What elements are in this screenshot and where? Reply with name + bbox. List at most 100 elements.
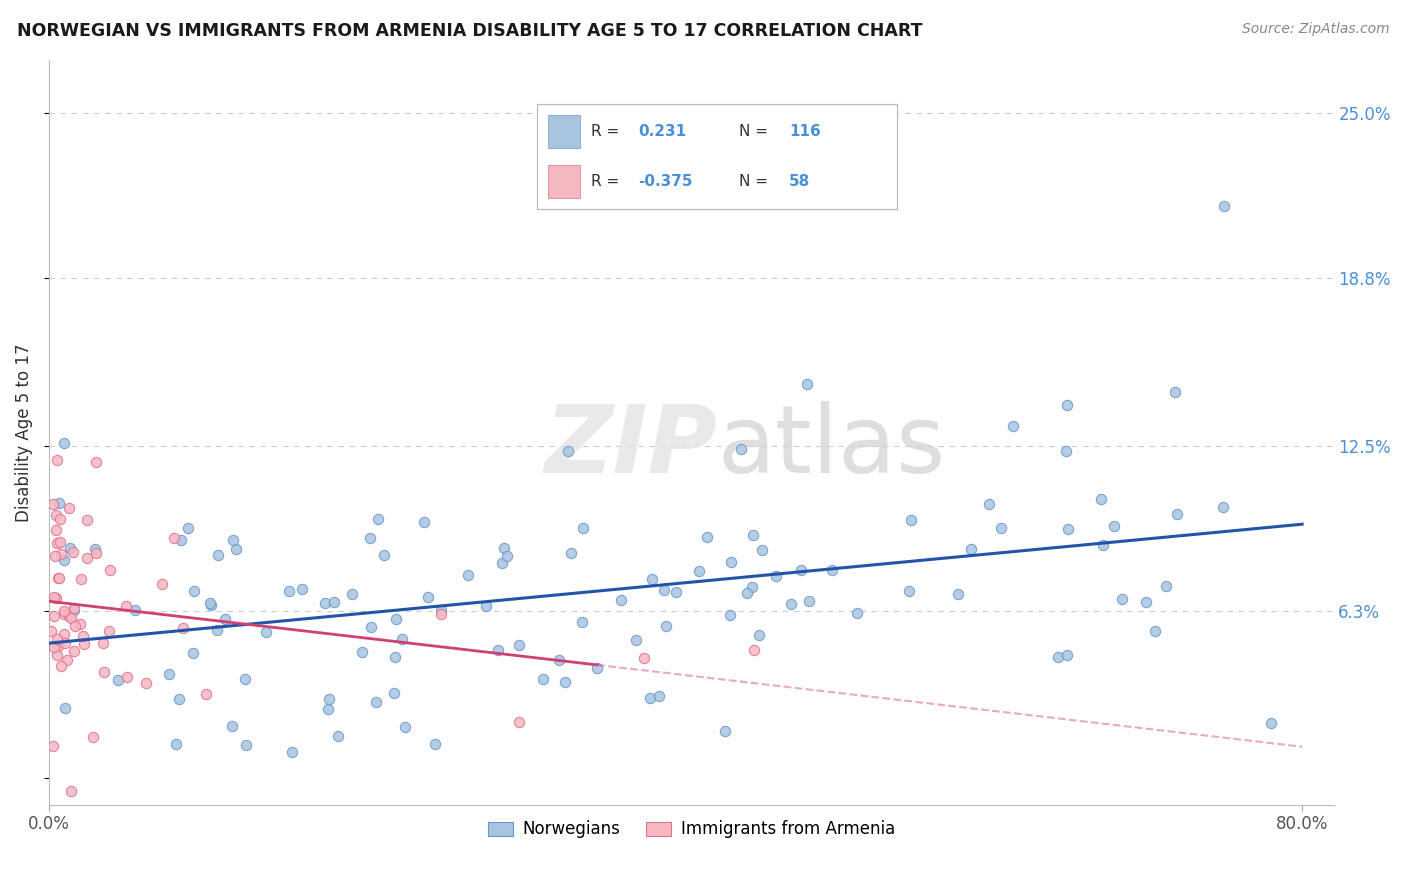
Point xyxy=(1092,537,1115,551)
Point xyxy=(1056,648,1078,662)
Point xyxy=(491,557,513,571)
Point xyxy=(39,624,62,639)
Point xyxy=(633,651,655,665)
Point xyxy=(53,607,76,621)
Point xyxy=(183,583,205,598)
Point xyxy=(486,643,509,657)
Point xyxy=(165,737,187,751)
Point xyxy=(63,618,86,632)
Point xyxy=(172,621,194,635)
Point xyxy=(157,667,180,681)
Point xyxy=(531,673,554,687)
Point xyxy=(557,444,579,458)
Point xyxy=(70,572,93,586)
Point xyxy=(42,739,65,753)
Point xyxy=(45,452,67,467)
Point xyxy=(59,541,82,556)
Point xyxy=(751,543,773,558)
Point xyxy=(93,665,115,679)
Point xyxy=(742,643,765,657)
Point xyxy=(382,686,405,700)
Point xyxy=(429,603,451,617)
Point xyxy=(638,690,661,705)
Point xyxy=(367,512,389,526)
Point xyxy=(1166,508,1188,522)
Point xyxy=(235,739,257,753)
Point xyxy=(475,599,498,614)
Point xyxy=(58,500,80,515)
Point xyxy=(688,564,710,578)
Point xyxy=(508,715,530,730)
Point xyxy=(418,590,440,604)
Point xyxy=(624,633,647,648)
Point xyxy=(429,607,451,622)
Point xyxy=(1144,624,1167,639)
Point xyxy=(328,729,350,743)
Point xyxy=(48,511,70,525)
Point xyxy=(45,524,67,538)
Point xyxy=(91,636,114,650)
Point xyxy=(413,516,436,530)
Point xyxy=(641,572,664,586)
Point xyxy=(765,568,787,582)
Point xyxy=(548,653,571,667)
Point xyxy=(45,591,67,606)
Point xyxy=(48,571,70,585)
Point xyxy=(664,585,686,599)
Point xyxy=(117,669,139,683)
Point xyxy=(76,551,98,566)
Point xyxy=(1056,398,1078,412)
Point xyxy=(73,637,96,651)
Point xyxy=(742,528,765,542)
Point xyxy=(391,632,413,646)
Point xyxy=(254,625,277,640)
Point xyxy=(60,610,83,624)
Point xyxy=(62,545,84,559)
Point xyxy=(72,629,94,643)
Point xyxy=(53,636,76,650)
Point xyxy=(170,533,193,547)
Point xyxy=(225,541,247,556)
Point xyxy=(655,619,678,633)
Point xyxy=(779,597,801,611)
Point xyxy=(44,591,66,605)
Point xyxy=(53,435,76,450)
Point xyxy=(960,542,983,557)
Point xyxy=(48,535,70,549)
Point xyxy=(62,603,84,617)
Point xyxy=(135,676,157,690)
Point xyxy=(207,549,229,563)
Point xyxy=(359,531,381,545)
Point xyxy=(46,639,69,653)
Text: atlas: atlas xyxy=(717,401,945,493)
Point xyxy=(586,661,609,675)
Legend: Norwegians, Immigrants from Armenia: Norwegians, Immigrants from Armenia xyxy=(481,814,901,845)
Text: Source: ZipAtlas.com: Source: ZipAtlas.com xyxy=(1241,22,1389,37)
Point xyxy=(221,719,243,733)
Point xyxy=(124,602,146,616)
Point xyxy=(55,701,77,715)
Point xyxy=(425,737,447,751)
Point xyxy=(1054,443,1077,458)
Point xyxy=(69,616,91,631)
Point xyxy=(63,643,86,657)
Point xyxy=(1260,716,1282,731)
Point xyxy=(42,608,65,623)
Point xyxy=(340,586,363,600)
Point xyxy=(799,593,821,607)
Point xyxy=(748,628,770,642)
Point xyxy=(41,497,63,511)
Point xyxy=(730,442,752,457)
Point xyxy=(609,592,631,607)
Point xyxy=(554,674,576,689)
Point xyxy=(790,563,813,577)
Point xyxy=(1090,492,1112,507)
Point xyxy=(45,508,67,522)
Point xyxy=(98,624,121,638)
Point xyxy=(200,599,222,613)
Point xyxy=(52,604,75,618)
Point xyxy=(42,640,65,654)
Point xyxy=(115,599,138,613)
Point xyxy=(167,692,190,706)
Text: ZIP: ZIP xyxy=(544,401,717,493)
